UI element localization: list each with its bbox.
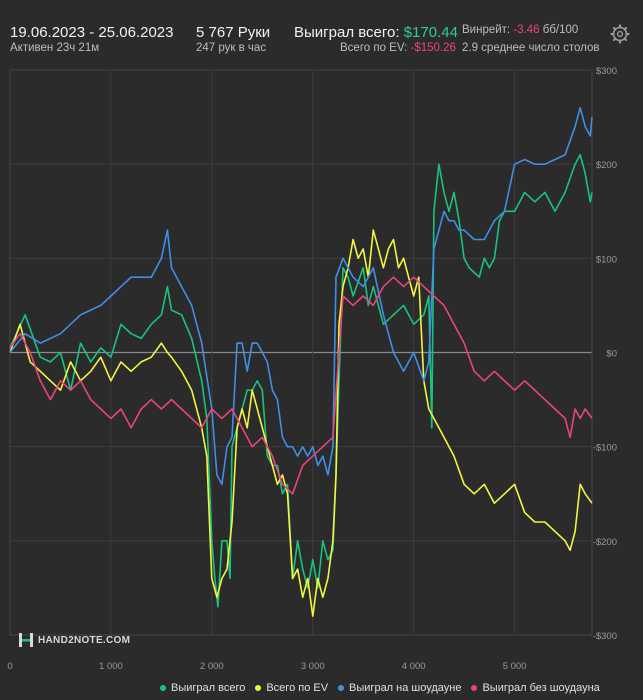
- legend-label: Выиграл на шоудауне: [349, 682, 462, 694]
- chart-axes: $300 $200 $100 $0 -$100 -$200 -$300 0 1 000 2 000…: [7, 66, 617, 672]
- y-tick-label: -$200: [593, 537, 617, 548]
- y-tick-label: $100: [596, 254, 617, 265]
- legend-dot-icon: [471, 685, 478, 691]
- active-time: Активен 23ч 21м: [10, 42, 100, 54]
- x-tick-label: 3 000: [301, 661, 325, 672]
- legend-label: Всего по EV: [266, 682, 329, 694]
- hands-count: 5 767 Руки: [196, 24, 271, 41]
- y-tick-label: $200: [596, 160, 617, 171]
- x-tick-label: 0: [7, 661, 12, 672]
- legend-item[interactable]: Выиграл всего: [160, 682, 245, 694]
- x-tick-label: 2 000: [200, 661, 224, 672]
- chart-series: [9, 106, 593, 617]
- date-range: 19.06.2023 - 25.06.2023: [10, 24, 174, 41]
- y-tick-label: -$100: [593, 443, 617, 454]
- won-total-label: Выиграл всего:: [294, 24, 400, 41]
- x-tick-label: 5 000: [503, 661, 527, 672]
- y-tick-label: $300: [596, 66, 617, 77]
- ev-total-label: Всего по EV:: [340, 42, 408, 54]
- chart-legend: Выиграл всего Всего по EV Выиграл на шоуда…: [160, 682, 610, 694]
- y-tick-label: $0: [606, 349, 617, 360]
- legend-dot-icon: [160, 685, 166, 691]
- ev-total: Всего по EV: -$150.26: [340, 42, 456, 54]
- won-total: Выиграл всего: $170.44: [294, 24, 458, 41]
- series-line: [9, 106, 593, 486]
- winrate: Винрейт: -3.46 бб/100: [462, 24, 578, 36]
- hand2note-logo-icon: [19, 633, 33, 647]
- legend-item[interactable]: Выиграл без шоудауна: [471, 682, 600, 694]
- legend-dot-icon: [338, 685, 345, 691]
- x-tick-label: 1 000: [99, 661, 123, 672]
- winrate-unit: бб/100: [542, 24, 579, 36]
- series-line: [9, 229, 593, 617]
- series-line: [9, 276, 593, 495]
- won-total-value: $170.44: [403, 24, 458, 41]
- winrate-value: -3.46: [513, 24, 540, 36]
- winnings-chart: $300 $200 $100 $0 -$100 -$200 -$300 0 1 000 2 000…: [7, 66, 617, 672]
- legend-item[interactable]: Выиграл на шоудауне: [338, 682, 461, 694]
- legend-item[interactable]: Всего по EV: [255, 682, 328, 694]
- winrate-label: Винрейт:: [462, 24, 511, 36]
- legend-dot-icon: [255, 685, 262, 691]
- gear-icon[interactable]: [610, 24, 630, 44]
- hand2note-logo: HAND2NOTE.COM: [18, 632, 130, 648]
- hands-per-hour: 247 рук в час: [196, 42, 267, 54]
- ev-total-value: -$150.26: [410, 42, 456, 54]
- series-line: [9, 154, 593, 608]
- legend-label: Выиграл без шоудауна: [482, 682, 600, 694]
- y-tick-label: -$300: [593, 631, 617, 642]
- avg-tables: 2.9 среднее число столов: [462, 42, 600, 54]
- logo-text: HAND2NOTE.COM: [38, 634, 131, 646]
- x-tick-label: 4 000: [402, 661, 426, 672]
- legend-label: Выиграл всего: [171, 682, 246, 694]
